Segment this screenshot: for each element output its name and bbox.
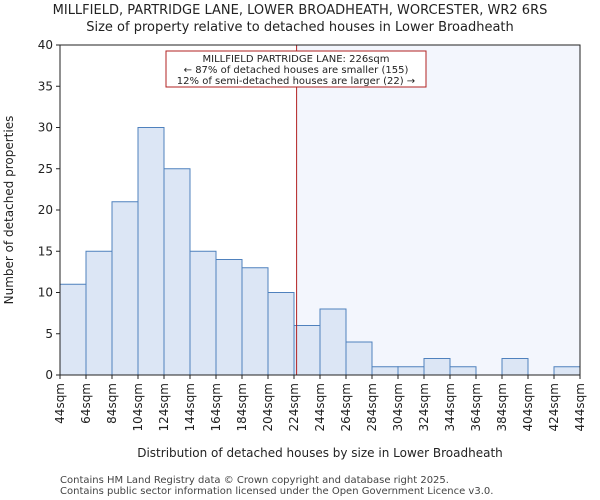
- bar-124sqm: [163, 168, 191, 376]
- annotation-line-3: 12% of semi-detached houses are larger (…: [177, 76, 415, 87]
- bars-group: [59, 127, 581, 376]
- x-tick-label: 264sqm: [339, 383, 353, 431]
- x-tick-label: 304sqm: [391, 383, 405, 431]
- x-tick-label: 204sqm: [261, 383, 275, 431]
- chart-title: MILLFIELD, PARTRIDGE LANE, LOWER BROADHE…: [53, 3, 548, 18]
- bar-64sqm: [85, 250, 113, 376]
- x-tick-label: 144sqm: [183, 383, 197, 431]
- y-axis-ticks: 0 5 10 15 20 25 30 35 40: [38, 38, 60, 382]
- bar-224sqm: [293, 325, 321, 376]
- bar-44sqm: [59, 283, 87, 376]
- x-axis-ticks: 44sqm 64sqm 84sqm 104sqm 124sqm 144sqm 164sqm 1…: [53, 375, 587, 431]
- footer-line-2: Contains public sector information licen…: [60, 486, 493, 497]
- x-tick-label: 424sqm: [547, 383, 561, 431]
- x-tick-label: 64sqm: [79, 383, 93, 424]
- annotation-frame: [165, 50, 427, 88]
- bar-384sqm: [501, 358, 529, 376]
- y-axis-label: Number of detached properties: [2, 116, 16, 305]
- x-tick-label: 444sqm: [573, 383, 587, 431]
- x-tick-label: 44sqm: [53, 383, 67, 424]
- x-axis-label: Distribution of detached houses by size …: [137, 446, 503, 460]
- x-tick-label: 324sqm: [417, 383, 431, 431]
- bar-184sqm: [241, 267, 269, 376]
- x-tick-label: 124sqm: [157, 383, 171, 431]
- x-tick-label: 404sqm: [521, 383, 535, 431]
- footer-line-1: Contains HM Land Registry data © Crown c…: [60, 475, 449, 486]
- bar-344sqm: [449, 366, 477, 376]
- y-tick-label: 40: [38, 38, 53, 52]
- x-tick-label: 364sqm: [469, 383, 483, 431]
- annotation-box: MILLFIELD PARTRIDGE LANE: 226sqm ← 87% o…: [165, 50, 427, 88]
- y-tick-label: 5: [45, 327, 53, 341]
- bar-144sqm: [189, 250, 217, 376]
- y-tick-label: 30: [38, 121, 53, 135]
- y-tick-label: 0: [45, 368, 53, 382]
- bar-264sqm: [345, 341, 373, 376]
- x-tick-label: 244sqm: [313, 383, 327, 431]
- bar-164sqm: [215, 259, 243, 376]
- bar-104sqm: [137, 127, 165, 376]
- y-tick-label: 15: [38, 244, 53, 258]
- bar-284sqm: [371, 366, 399, 376]
- bar-304sqm: [397, 366, 425, 376]
- x-tick-label: 284sqm: [365, 383, 379, 431]
- annotation-line-1: MILLFIELD PARTRIDGE LANE: 226sqm: [203, 54, 390, 65]
- x-tick-label: 344sqm: [443, 383, 457, 431]
- y-tick-label: 10: [38, 286, 53, 300]
- bar-204sqm: [267, 292, 295, 376]
- chart-subtitle: Size of property relative to detached ho…: [86, 20, 514, 35]
- x-tick-label: 224sqm: [287, 383, 301, 431]
- x-tick-label: 104sqm: [131, 383, 145, 431]
- y-tick-label: 25: [38, 162, 53, 176]
- y-tick-label: 35: [38, 79, 53, 93]
- bar-324sqm: [423, 358, 451, 376]
- bar-84sqm: [111, 201, 139, 376]
- y-tick-label: 20: [38, 203, 53, 217]
- x-tick-label: 384sqm: [495, 383, 509, 431]
- x-tick-label: 84sqm: [105, 383, 119, 424]
- bar-424sqm: [553, 366, 581, 376]
- x-tick-label: 184sqm: [235, 383, 249, 431]
- x-tick-label: 164sqm: [209, 383, 223, 431]
- bar-244sqm: [319, 308, 347, 376]
- annotation-line-2: ← 87% of detached houses are smaller (15…: [184, 65, 409, 76]
